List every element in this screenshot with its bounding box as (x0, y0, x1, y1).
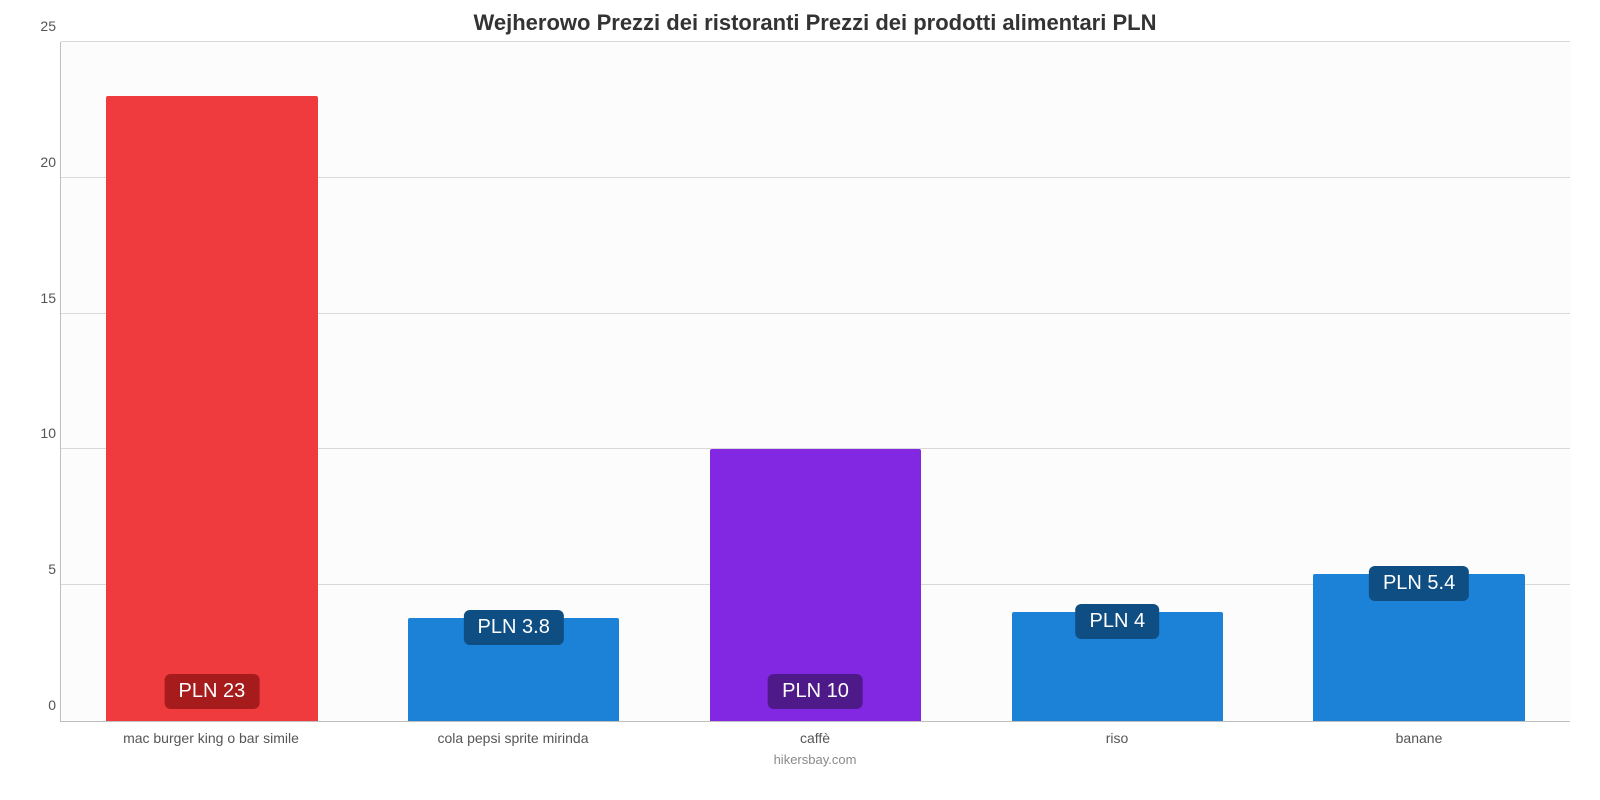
bar-slot: PLN 10 (665, 42, 967, 721)
y-tick-label: 0 (16, 697, 56, 713)
bar: PLN 3.8 (408, 618, 619, 721)
y-tick-label: 5 (16, 561, 56, 577)
y-tick-label: 20 (16, 154, 56, 170)
bar-slot: PLN 23 (61, 42, 363, 721)
bar-slot: PLN 3.8 (363, 42, 665, 721)
bar: PLN 10 (710, 449, 921, 721)
value-badge: PLN 5.4 (1369, 566, 1469, 601)
y-tick-label: 15 (16, 290, 56, 306)
y-tick-label: 25 (16, 18, 56, 34)
chart-container: Wejherowo Prezzi dei ristoranti Prezzi d… (0, 0, 1600, 800)
attribution-text: hikersbay.com (60, 752, 1570, 767)
plot-area: 0510152025 PLN 23PLN 3.8PLN 10PLN 4PLN 5… (60, 42, 1570, 722)
value-badge: PLN 3.8 (464, 610, 564, 645)
x-tick-label: caffè (664, 730, 966, 746)
bar: PLN 5.4 (1313, 574, 1524, 721)
bar-slot: PLN 5.4 (1268, 42, 1570, 721)
bar-slot: PLN 4 (966, 42, 1268, 721)
x-tick-label: banane (1268, 730, 1570, 746)
bars-host: PLN 23 PLN 3.8 PLN 10 PLN 4 PLN 5.4 (61, 42, 1570, 721)
value-badge: PLN 4 (1075, 604, 1159, 639)
bar: PLN 23 (106, 96, 317, 721)
value-badge: PLN 23 (165, 674, 260, 709)
y-tick-label: 10 (16, 425, 56, 441)
x-tick-label: mac burger king o bar simile (60, 730, 362, 746)
x-tick-label: cola pepsi sprite mirinda (362, 730, 664, 746)
x-axis-labels: mac burger king o bar similecola pepsi s… (60, 730, 1570, 746)
value-badge: PLN 10 (768, 674, 863, 709)
bar: PLN 4 (1012, 612, 1223, 721)
x-tick-label: riso (966, 730, 1268, 746)
chart-title: Wejherowo Prezzi dei ristoranti Prezzi d… (60, 10, 1570, 36)
